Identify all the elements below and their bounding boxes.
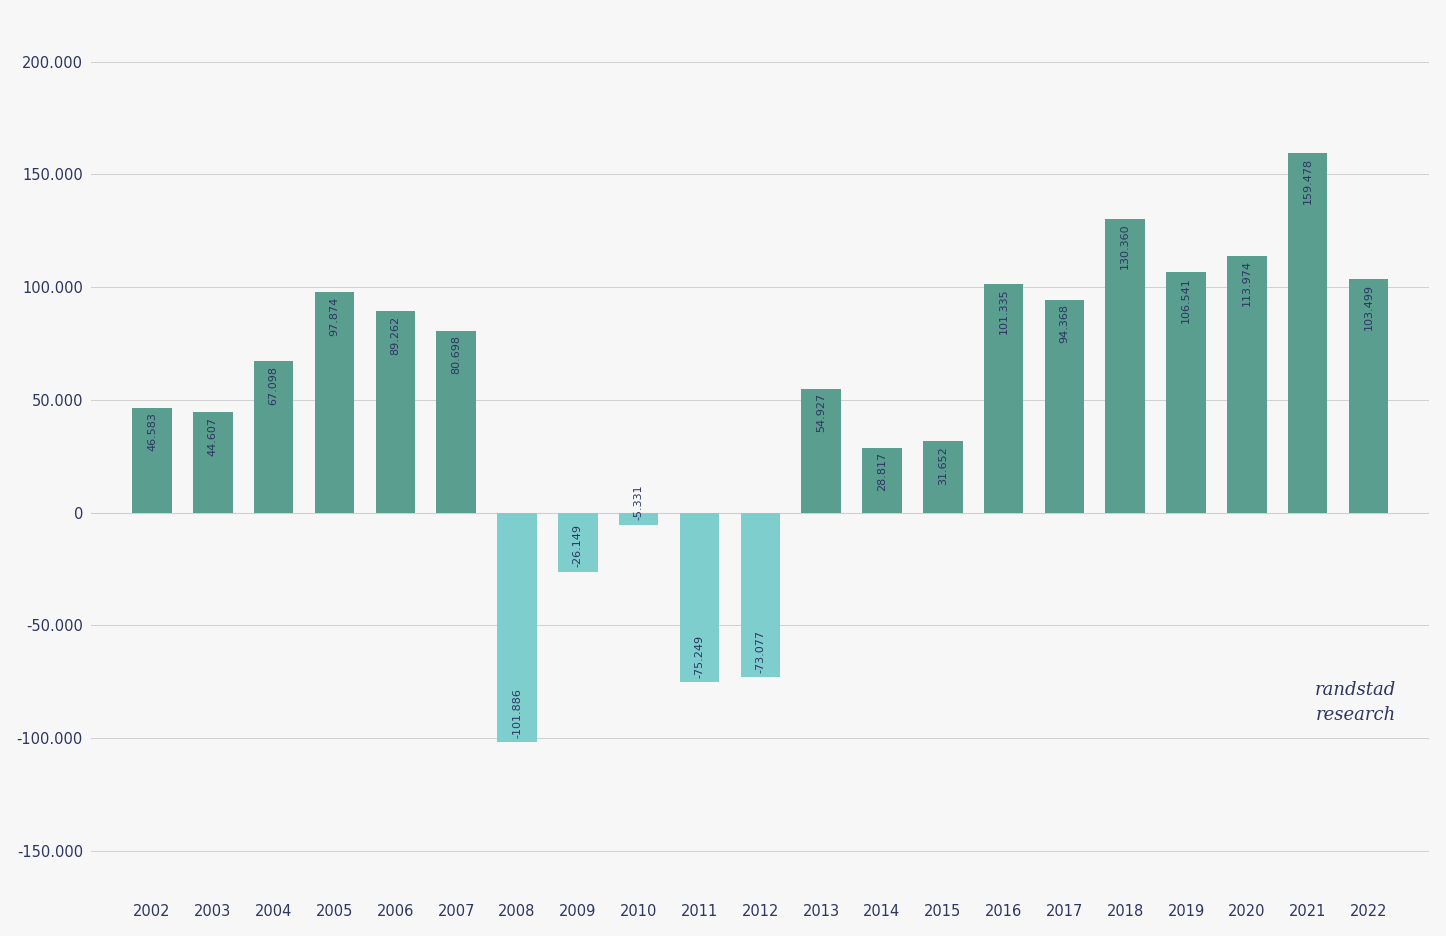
Bar <box>1044 300 1084 513</box>
Text: 103.499: 103.499 <box>1364 284 1374 329</box>
Bar <box>801 388 842 513</box>
Text: -75.249: -75.249 <box>694 635 704 678</box>
Text: 46.583: 46.583 <box>147 412 158 451</box>
Bar <box>376 312 415 513</box>
Text: 80.698: 80.698 <box>451 335 461 374</box>
Text: 44.607: 44.607 <box>208 417 218 456</box>
Bar <box>558 513 597 572</box>
Text: 54.927: 54.927 <box>816 393 826 432</box>
Bar <box>1167 272 1206 513</box>
Text: 67.098: 67.098 <box>269 366 279 405</box>
Bar <box>923 442 963 513</box>
Text: -26.149: -26.149 <box>573 524 583 567</box>
Text: 97.874: 97.874 <box>330 297 340 336</box>
Bar <box>1105 219 1145 513</box>
Text: -73.077: -73.077 <box>755 630 765 673</box>
Text: -101.886: -101.886 <box>512 688 522 738</box>
Bar <box>862 447 902 513</box>
Bar <box>437 330 476 513</box>
Text: 28.817: 28.817 <box>876 452 886 491</box>
Bar <box>1349 279 1388 513</box>
Bar <box>254 361 294 513</box>
Bar <box>497 513 536 742</box>
Text: 106.541: 106.541 <box>1181 277 1192 323</box>
Bar <box>740 513 779 678</box>
Text: randstad
research: randstad research <box>1314 681 1395 724</box>
Text: 130.360: 130.360 <box>1121 224 1131 269</box>
Text: 101.335: 101.335 <box>999 288 1008 334</box>
Bar <box>983 285 1024 513</box>
Bar <box>1228 256 1267 513</box>
Text: 89.262: 89.262 <box>390 316 401 355</box>
Text: 159.478: 159.478 <box>1303 157 1313 204</box>
Bar <box>132 408 172 513</box>
Bar <box>194 412 233 513</box>
Bar <box>619 513 658 525</box>
Text: 113.974: 113.974 <box>1242 260 1252 306</box>
Text: 31.652: 31.652 <box>938 446 947 485</box>
Bar <box>1288 154 1327 513</box>
Text: 94.368: 94.368 <box>1060 304 1070 344</box>
Bar <box>680 513 719 682</box>
Bar <box>315 292 354 513</box>
Text: -5.331: -5.331 <box>633 485 643 520</box>
